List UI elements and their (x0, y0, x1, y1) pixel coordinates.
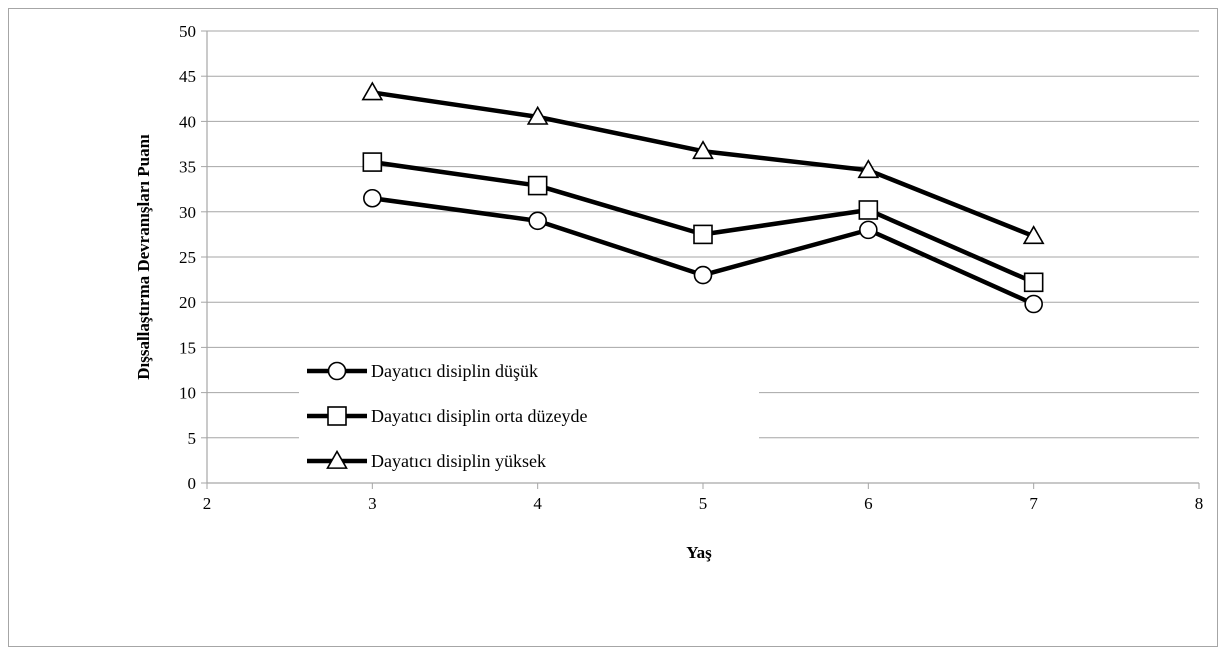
data-point-circle-4 (528, 211, 547, 231)
legend-item-triangle: Dayatıcı disiplin yüksek (307, 449, 546, 471)
x-tick-label-2: 2 (203, 494, 212, 513)
data-point-triangle-5 (692, 140, 714, 160)
y-tick-label-35: 35 (179, 158, 196, 177)
legend-background (299, 357, 759, 473)
data-point-triangle-4 (526, 105, 549, 125)
series-line-triangle (372, 90, 1035, 239)
x-tick-label-7: 7 (1029, 494, 1038, 513)
legend-marker-triangle (326, 449, 348, 469)
y-tick-label-25: 25 (179, 248, 196, 267)
series-square (362, 152, 1044, 293)
y-tick-label-5: 5 (188, 429, 197, 448)
series-triangle (361, 81, 1045, 245)
data-point-triangle-3 (361, 81, 384, 101)
y-tick-label-20: 20 (179, 293, 196, 312)
y-tick-label-10: 10 (179, 384, 196, 403)
legend-box (299, 357, 759, 473)
data-point-square-7 (1023, 272, 1044, 293)
x-tick-label-8: 8 (1195, 494, 1204, 513)
y-tick-label-15: 15 (179, 338, 196, 357)
legend-marker-circle (327, 361, 347, 381)
x-tick-label-5: 5 (699, 494, 708, 513)
y-tick-labels: 0 5 10 15 20 25 30 35 40 45 50 (179, 22, 196, 493)
data-point-square-6 (858, 200, 879, 220)
data-point-square-4 (527, 175, 548, 196)
data-point-triangle-7 (1022, 225, 1045, 245)
legend: Dayatıcı disiplin düşük Dayatıcı disiplin… (307, 361, 587, 471)
data-point-square-5 (693, 224, 713, 245)
data-point-circle-5 (693, 265, 713, 285)
y-tick-label-45: 45 (179, 67, 196, 86)
legend-marker-square (327, 406, 347, 426)
y-tick-label-30: 30 (179, 203, 196, 222)
x-axis-title: Yaş (686, 543, 712, 562)
y-tick-label-40: 40 (179, 112, 196, 131)
legend-label-square: Dayatıcı disiplin orta düzeyde (371, 406, 587, 426)
legend-label-triangle: Dayatıcı disiplin yüksek (371, 451, 546, 471)
series-group (361, 81, 1045, 314)
legend-label-circle: Dayatıcı disiplin düşük (371, 361, 538, 381)
data-point-square-3 (362, 152, 383, 172)
y-tick-label-0: 0 (188, 474, 197, 493)
x-tick-label-6: 6 (864, 494, 873, 513)
y-axis-title: Dışsallaştırma Devranışları Puanı (134, 134, 153, 380)
series-circle (363, 188, 1043, 314)
data-point-triangle-6 (857, 159, 880, 179)
series-line-circle (372, 196, 1035, 307)
series-line-square (372, 159, 1035, 285)
x-tick-label-3: 3 (368, 494, 377, 513)
data-point-circle-3 (363, 188, 382, 208)
legend-item-circle: Dayatıcı disiplin düşük (307, 361, 538, 381)
x-tick-labels: 2 3 4 5 6 7 8 (203, 494, 1204, 513)
x-tick-label-4: 4 (533, 494, 542, 513)
axes (201, 30, 1200, 489)
y-tick-label-50: 50 (179, 22, 196, 41)
data-point-circle-6 (859, 220, 878, 240)
legend-item-square: Dayatıcı disiplin orta düzeyde (307, 406, 587, 426)
data-point-circle-7 (1024, 294, 1043, 314)
